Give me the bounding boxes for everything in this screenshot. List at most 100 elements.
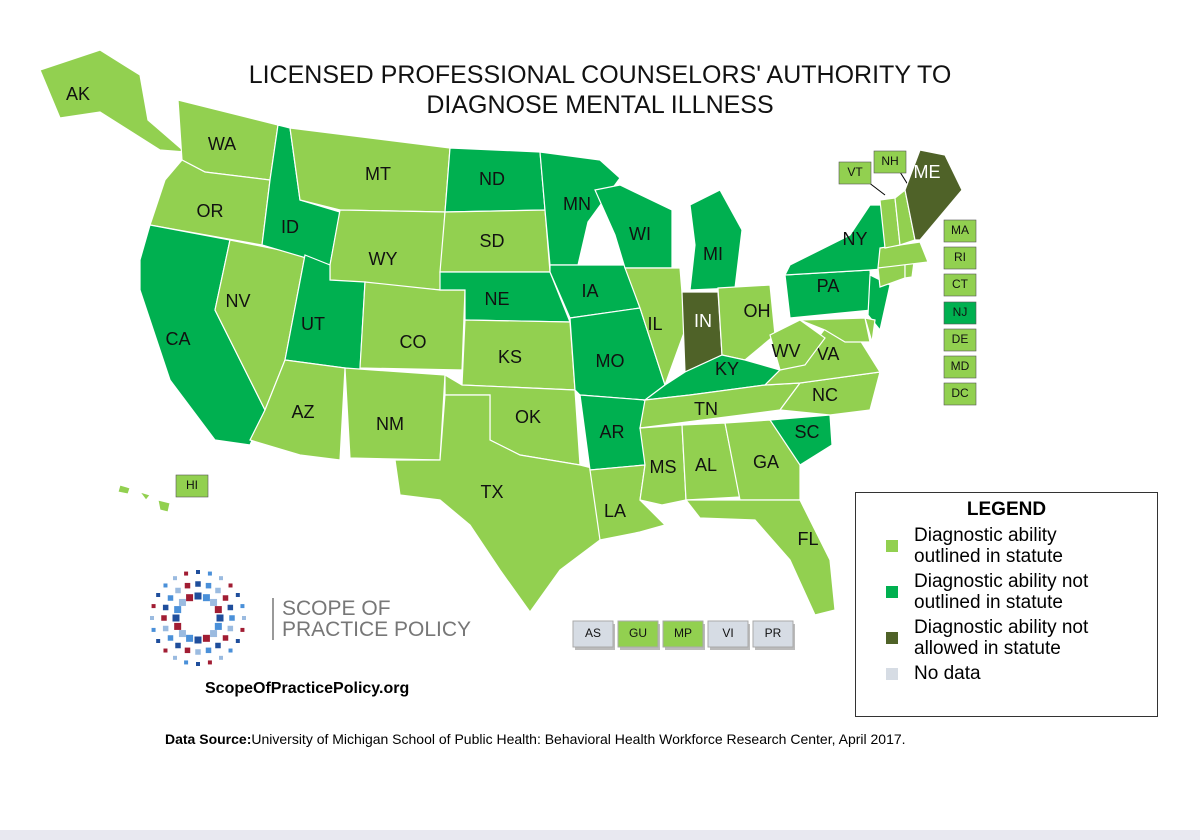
state-label: IN xyxy=(694,311,712,331)
logo-dot xyxy=(162,604,169,611)
state-shape xyxy=(904,149,963,241)
territory-label: MP xyxy=(674,626,692,640)
legend-label: Diagnostic ability not allowed in statut… xyxy=(914,617,1089,659)
label-box xyxy=(943,273,977,297)
logo-dot xyxy=(175,587,181,594)
logo-dot xyxy=(194,636,202,644)
label-box xyxy=(943,219,977,243)
state-label: WV xyxy=(772,341,801,361)
state-label: MD xyxy=(951,359,970,373)
legend-item: No data xyxy=(886,663,1157,684)
label-box xyxy=(943,382,977,406)
state-label: AK xyxy=(66,84,90,104)
logo-dot xyxy=(202,594,210,602)
state-shape xyxy=(624,267,686,387)
logo-dot xyxy=(235,639,240,643)
state-label: KY xyxy=(715,359,739,379)
state-label: TX xyxy=(480,482,503,502)
legend-item: Diagnostic ability not outlined in statu… xyxy=(886,571,1157,613)
state-label: NE xyxy=(484,289,509,309)
state-label: DE xyxy=(952,332,969,346)
logo-dot xyxy=(184,660,189,665)
logo-dot xyxy=(178,630,186,638)
state-label: AZ xyxy=(291,402,314,422)
logo-dot xyxy=(210,598,218,606)
logo-dot xyxy=(228,648,233,653)
legend: LEGEND Diagnostic ability outlined in st… xyxy=(855,492,1158,717)
logo-dot xyxy=(205,647,212,654)
logo-dot xyxy=(167,635,174,641)
logo-dot xyxy=(210,630,218,638)
logo-dot xyxy=(175,642,181,649)
logo-dot xyxy=(242,616,246,620)
logo-dot xyxy=(202,634,210,642)
state-label: CA xyxy=(165,329,190,349)
logo-dot xyxy=(219,655,223,660)
logo-dot xyxy=(184,571,189,576)
state-shape xyxy=(768,414,833,466)
state-label: OR xyxy=(197,201,224,221)
state-label: GA xyxy=(753,452,779,472)
state-label: IL xyxy=(647,314,662,334)
state-shape xyxy=(769,319,826,371)
territory-label: AS xyxy=(585,626,601,640)
title-line: LICENSED PROFESSIONAL COUNSELORS' AUTHOR… xyxy=(248,61,952,89)
logo-dot xyxy=(207,571,212,576)
logo-dot xyxy=(216,614,224,622)
logo-dot xyxy=(173,655,177,660)
logo-dot xyxy=(184,582,191,589)
website: ScopeOfPracticePolicy.org xyxy=(205,680,410,697)
state-shape xyxy=(359,281,466,371)
state-label: KS xyxy=(498,347,522,367)
label-box xyxy=(838,161,872,185)
state-shape xyxy=(117,484,131,495)
logo-dot xyxy=(156,639,161,643)
state-label: IA xyxy=(581,281,598,301)
logo-dot xyxy=(195,581,201,587)
state-label: WY xyxy=(369,249,398,269)
legend-label: Diagnostic ability not outlined in statu… xyxy=(914,571,1089,613)
legend-label: Diagnostic ability outlined in statute xyxy=(914,525,1063,567)
logo-dot xyxy=(205,582,212,589)
logo-dot xyxy=(228,583,233,588)
logo-dot xyxy=(229,615,235,621)
logo-dot xyxy=(196,662,200,666)
logo-dot xyxy=(184,647,191,654)
legend-item: Diagnostic ability outlined in statute xyxy=(886,525,1157,567)
state-label: MO xyxy=(596,351,625,371)
title: LICENSED PROFESSIONAL COUNSELORS' AUTHOR… xyxy=(150,60,1050,120)
label-box xyxy=(943,301,977,325)
state-label: NJ xyxy=(953,305,968,319)
logo-text: SCOPE OF PRACTICE POLICY xyxy=(272,598,471,640)
state-label: FL xyxy=(797,529,818,549)
state-label: NH xyxy=(881,154,898,168)
label-box xyxy=(943,328,977,352)
legend-swatch xyxy=(886,540,898,552)
logo-dot xyxy=(207,660,212,665)
logo-dot xyxy=(240,627,245,632)
territory-box xyxy=(617,620,659,648)
state-label: TN xyxy=(694,399,718,419)
state-label: SC xyxy=(794,422,819,442)
legend-title: LEGEND xyxy=(966,499,1047,520)
state-shape xyxy=(724,419,801,501)
state-label: WA xyxy=(208,134,236,154)
state-label: ID xyxy=(281,217,299,237)
logo-dot xyxy=(222,595,229,601)
state-label: OH xyxy=(744,301,771,321)
logo-dot xyxy=(196,570,200,574)
logo-dot xyxy=(151,627,156,632)
state-shape xyxy=(539,151,621,266)
logo-dot xyxy=(178,598,186,606)
territory-box xyxy=(662,620,704,648)
state-label: MN xyxy=(563,194,591,214)
state-label: ND xyxy=(479,169,505,189)
logo-line: PRACTICE POLICY xyxy=(282,618,472,641)
state-label: UT xyxy=(301,314,325,334)
logo-dot xyxy=(161,615,167,621)
logo-dot xyxy=(163,648,168,653)
state-label: NY xyxy=(842,229,867,249)
legend-label: No data xyxy=(914,663,981,684)
